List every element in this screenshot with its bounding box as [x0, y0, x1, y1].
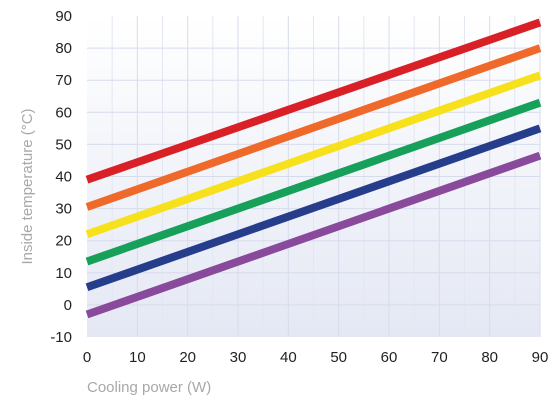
- y-tick-label: 20: [55, 233, 72, 250]
- x-tick-label: 40: [280, 349, 297, 366]
- y-axis-ticks: -10 0 10 20 30 40 50 60 70 80 90: [50, 8, 72, 346]
- x-tick-label: 20: [179, 349, 196, 366]
- y-tick-label: 50: [55, 136, 72, 153]
- x-tick-label: 70: [431, 349, 448, 366]
- x-tick-label: 0: [83, 349, 91, 366]
- y-tick-label: 40: [55, 169, 72, 186]
- series-line-3: [85, 71, 542, 239]
- x-axis-ticks: 0 10 20 30 40 50 60 70 80 90: [83, 349, 549, 366]
- y-axis-label: Inside temperature (°C): [19, 108, 36, 264]
- x-tick-label: 50: [330, 349, 347, 366]
- x-axis-label: Cooling power (W): [87, 379, 211, 396]
- series-line-4: [85, 98, 542, 266]
- series-line-1: [85, 18, 542, 184]
- x-tick-label: 60: [381, 349, 398, 366]
- x-tick-label: 90: [532, 349, 549, 366]
- y-tick-label: 80: [55, 40, 72, 57]
- y-tick-label: 60: [55, 104, 72, 121]
- y-tick-label: 30: [55, 201, 72, 218]
- series-line-6: [85, 151, 542, 319]
- series-group: [85, 18, 542, 319]
- series-line-5: [85, 124, 542, 292]
- y-tick-label: -10: [50, 329, 72, 346]
- x-tick-label: 30: [230, 349, 247, 366]
- y-tick-label: 70: [55, 72, 72, 89]
- y-tick-label: 90: [55, 8, 72, 25]
- y-tick-label: 0: [64, 297, 72, 314]
- x-tick-label: 10: [129, 349, 146, 366]
- y-tick-label: 10: [55, 265, 72, 282]
- x-tick-label: 80: [481, 349, 498, 366]
- series-line-2: [85, 44, 542, 211]
